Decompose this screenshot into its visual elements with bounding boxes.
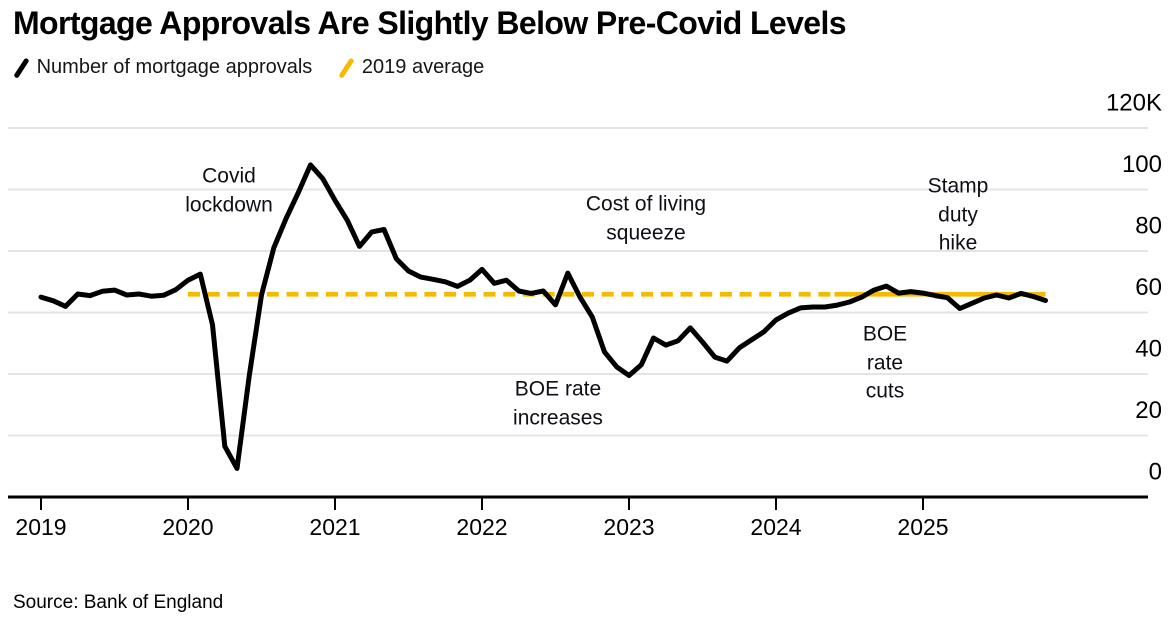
x-tick-label-2019: 2019 xyxy=(15,514,66,540)
x-tick-label-2020: 2020 xyxy=(162,514,213,540)
x-tick-label-2023: 2023 xyxy=(603,514,654,540)
chart-title: Mortgage Approvals Are Slightly Below Pr… xyxy=(13,5,847,41)
y-tick-label-120K: 120K xyxy=(1106,90,1162,117)
legend-item-approvals: Number of mortgage approvals xyxy=(13,56,312,79)
annotation-stamp-duty-hike: Stamp duty hike xyxy=(927,174,989,255)
chart-legend: Number of mortgage approvals 2019 averag… xyxy=(13,56,484,79)
annotation-covid-lockdown: Covid lockdown xyxy=(185,164,273,217)
y-tick-label-60: 60 xyxy=(1135,274,1162,301)
source-credit: Source: Bank of England xyxy=(13,592,224,613)
x-tick-label-2021: 2021 xyxy=(309,514,360,540)
x-tick-label-2025: 2025 xyxy=(897,514,948,540)
annotation-cost-of-living-squeeze: Cost of living squeeze xyxy=(585,192,707,245)
approvals-line xyxy=(38,162,1048,471)
approvals-line-key-icon xyxy=(13,57,30,78)
y-tick-label-100: 100 xyxy=(1122,151,1162,178)
y-tick-label-80: 80 xyxy=(1135,213,1162,240)
legend-item-average: 2019 average xyxy=(338,56,484,79)
annotation-boe-rate-increases: BOE rate increases xyxy=(513,377,603,430)
x-tick-label-2024: 2024 xyxy=(750,514,801,540)
legend-label-average: 2019 average xyxy=(361,56,485,78)
y-tick-label-20: 20 xyxy=(1135,397,1162,424)
annotation-boe-rate-cuts: BOE rate cuts xyxy=(862,322,908,403)
legend-label-approvals: Number of mortgage approvals xyxy=(36,56,313,78)
average-line-key-icon xyxy=(338,57,355,78)
x-tick-label-2022: 2022 xyxy=(456,514,507,540)
y-tick-label-0: 0 xyxy=(1149,459,1162,486)
y-tick-label-40: 40 xyxy=(1135,336,1162,363)
